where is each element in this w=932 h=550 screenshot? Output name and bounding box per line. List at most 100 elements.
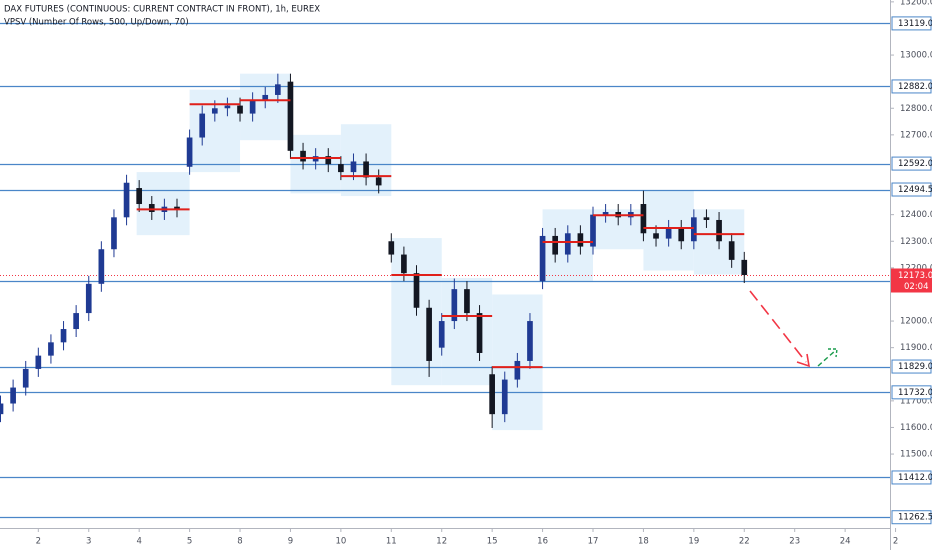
x-tick-label: 15 [487,537,498,547]
x-tick-label: 2 [893,537,898,547]
x-tick-label: 12 [436,537,447,547]
level-label: 11262.5 [898,513,932,523]
candle-body [728,241,735,260]
candle-body [73,313,79,330]
level-label-box [891,385,932,400]
current-price-box [891,268,932,293]
candle-body [48,342,54,356]
candle-body [388,241,395,255]
candle-body [401,254,407,274]
candle-body [476,313,483,353]
y-tick-label: 13000.0 [900,51,932,61]
candle-body [0,403,4,415]
volume-profile-box [136,172,190,236]
candle-body [602,211,609,215]
candle-body [60,329,67,343]
candle-body [338,164,344,173]
candle-body [22,368,29,388]
candle-body [577,233,584,247]
x-tick-label: 4 [136,537,141,547]
chart-title: DAX FUTURES (CONTINUOUS: CURRENT CONTRAC… [4,5,320,15]
candle-body [653,233,659,239]
plot-area [0,22,890,519]
y-tick-label: 12800.0 [900,104,932,114]
candle-body [300,150,306,162]
x-tick-label: 3 [86,537,91,547]
candle-body [211,108,218,114]
candle-body [10,387,16,404]
level-label: 11412.0 [898,473,932,483]
candle-body [224,105,231,109]
y-tick-label: 11700.0 [900,396,932,406]
x-tick-label: 17 [588,537,599,547]
candle-body [464,289,470,314]
candle-body [678,227,685,242]
y-tick-label: 11500.0 [900,450,932,460]
candle-body [691,217,697,242]
candle-body [741,259,748,276]
candle-body [665,227,672,239]
level-label-box [891,16,932,31]
candle-body [527,321,533,361]
candle-body [136,188,143,205]
candle-body [501,379,508,415]
y-tick-label: 11600.0 [900,423,932,433]
candle-body [451,289,458,322]
candle-body [85,283,92,314]
candle-body [174,206,180,210]
x-tick-label: 9 [288,537,293,547]
candle-body [199,113,206,138]
candle-body [438,321,445,348]
x-tick-label: 10 [335,537,346,547]
y-tick-label: 12700.0 [900,130,932,140]
candle-body [275,84,281,95]
candle-body [35,355,42,369]
level-label-box [891,79,932,94]
red-arrow [749,290,807,363]
candle-body [590,214,596,247]
candle-body [262,94,269,101]
countdown-label: 02:04 [904,282,929,292]
candle-body [489,374,495,415]
level-label: 13119.0 [898,19,932,29]
x-tick-label: 2 [36,537,41,547]
candle-body [325,156,332,165]
candle-body [640,204,647,234]
candle-body [539,235,546,282]
candle-body [111,217,117,250]
indicator-label: VPSV (Number Of Rows, 500, Up/Down, 70) [4,18,189,28]
candle-body [249,100,256,114]
x-tick-label: 8 [237,537,242,547]
level-label: 12592.0 [898,159,932,169]
candle-body [552,235,559,255]
x-tick-label: 22 [739,537,750,547]
x-tick-label: 11 [386,537,397,547]
level-label: 12882.0 [898,82,932,92]
x-tick-label: 5 [187,537,192,547]
y-tick-label: 12300.0 [900,237,932,247]
candle-body [186,137,193,167]
current-price-label: 12173.0 [898,271,932,281]
candle-body [514,360,521,380]
y-tick-label: 12400.0 [900,210,932,220]
candle-body [703,217,710,220]
green-arrowhead [828,348,838,358]
candle-body [350,161,357,173]
level-label-box [891,156,932,171]
x-tick-label: 16 [537,537,548,547]
level-label: 12494.5 [898,185,932,195]
y-tick-label: 13200.0 [900,0,932,7]
axes: 13200.0 13000.0 12800.0 12700.0 12400.0 12300… [36,0,932,547]
x-tick-label: 19 [688,537,699,547]
level-label-box [891,359,932,374]
candle-body [375,177,382,186]
candle-body [716,219,722,242]
candle-body [564,233,571,255]
level-label-box [891,470,932,485]
red-arrowhead [796,353,811,368]
y-tick-label: 12200.0 [900,263,932,273]
x-tick-label: 18 [638,537,649,547]
level-label: 11829.0 [898,362,932,372]
